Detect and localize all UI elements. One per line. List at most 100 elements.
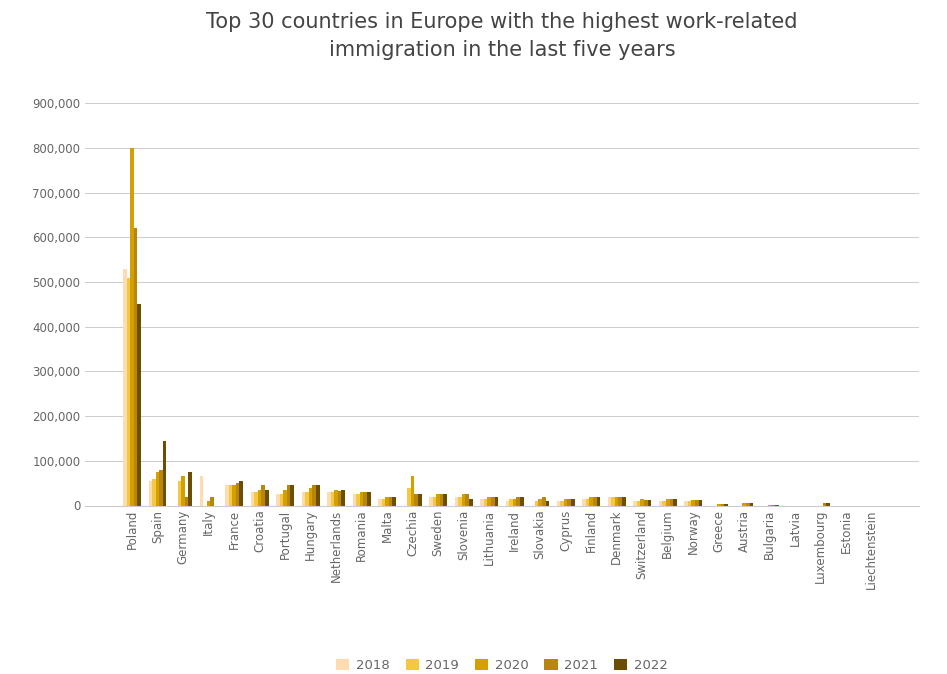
Bar [313, 485, 316, 506]
Bar [429, 497, 433, 506]
Bar [283, 490, 287, 506]
Bar [465, 494, 469, 506]
Bar [612, 497, 615, 506]
Bar [127, 278, 131, 506]
Bar [236, 483, 240, 506]
Bar [331, 492, 334, 506]
Bar [443, 494, 447, 506]
Bar [440, 494, 443, 506]
Bar [378, 499, 382, 506]
Bar [163, 441, 167, 506]
Bar [571, 499, 575, 506]
Bar [772, 505, 775, 506]
Bar [480, 499, 484, 506]
Legend: 2018, 2019, 2020, 2021, 2022: 2018, 2019, 2020, 2021, 2022 [331, 653, 672, 674]
Bar [364, 492, 367, 506]
Bar [491, 497, 494, 506]
Bar [334, 490, 338, 506]
Bar [327, 492, 331, 506]
Bar [342, 490, 345, 506]
Bar [462, 494, 465, 506]
Bar [659, 501, 662, 506]
Bar [484, 499, 488, 506]
Bar [539, 499, 542, 506]
Bar [494, 497, 498, 506]
Bar [152, 479, 155, 506]
Bar [746, 503, 750, 506]
Bar [567, 499, 571, 506]
Bar [648, 500, 652, 506]
Bar [229, 485, 232, 506]
Bar [513, 499, 516, 506]
Bar [724, 504, 727, 506]
Bar [636, 501, 640, 506]
Bar [520, 497, 524, 506]
Bar [279, 494, 283, 506]
Bar [254, 492, 258, 506]
Bar [586, 499, 589, 506]
Bar [178, 481, 181, 506]
Bar [742, 503, 746, 506]
Bar [437, 494, 440, 506]
Bar [188, 472, 192, 506]
Bar [768, 505, 772, 506]
Bar [392, 497, 396, 506]
Bar [360, 492, 364, 506]
Bar [302, 492, 305, 506]
Bar [823, 503, 826, 506]
Bar [137, 305, 141, 506]
Bar [666, 499, 670, 506]
Bar [469, 499, 473, 506]
Bar [389, 497, 392, 506]
Bar [563, 499, 567, 506]
Bar [662, 501, 666, 506]
Bar [622, 497, 626, 506]
Bar [287, 485, 291, 506]
Bar [185, 497, 188, 506]
Bar [506, 501, 509, 506]
Bar [608, 497, 612, 506]
Bar [418, 494, 421, 506]
Bar [251, 492, 254, 506]
Bar [597, 497, 600, 506]
Bar [750, 503, 753, 506]
Bar [225, 485, 229, 506]
Bar [265, 490, 269, 506]
Bar [206, 501, 210, 506]
Bar [415, 494, 418, 506]
Bar [618, 497, 622, 506]
Bar [131, 148, 134, 506]
Bar [717, 504, 721, 506]
Bar [634, 501, 636, 506]
Bar [134, 228, 137, 506]
Bar [305, 492, 309, 506]
Bar [210, 497, 214, 506]
Bar [181, 477, 185, 506]
Bar [367, 492, 370, 506]
Bar [411, 477, 415, 506]
Bar [488, 497, 491, 506]
Bar [688, 501, 691, 506]
Bar [261, 485, 265, 506]
Bar [640, 499, 644, 506]
Bar [775, 505, 778, 506]
Bar [691, 500, 695, 506]
Bar [458, 497, 462, 506]
Bar [433, 497, 437, 506]
Bar [149, 481, 152, 506]
Bar [695, 500, 699, 506]
Bar [277, 494, 279, 506]
Bar [356, 494, 360, 506]
Title: Top 30 countries in Europe with the highest work-related
immigration in the last: Top 30 countries in Europe with the high… [206, 12, 797, 60]
Bar [509, 499, 513, 506]
Bar [644, 500, 648, 506]
Bar [407, 487, 411, 506]
Bar [159, 470, 163, 506]
Bar [338, 491, 342, 506]
Bar [593, 497, 597, 506]
Bar [699, 500, 702, 506]
Bar [542, 497, 545, 506]
Bar [240, 481, 243, 506]
Bar [673, 499, 677, 506]
Bar [385, 497, 389, 506]
